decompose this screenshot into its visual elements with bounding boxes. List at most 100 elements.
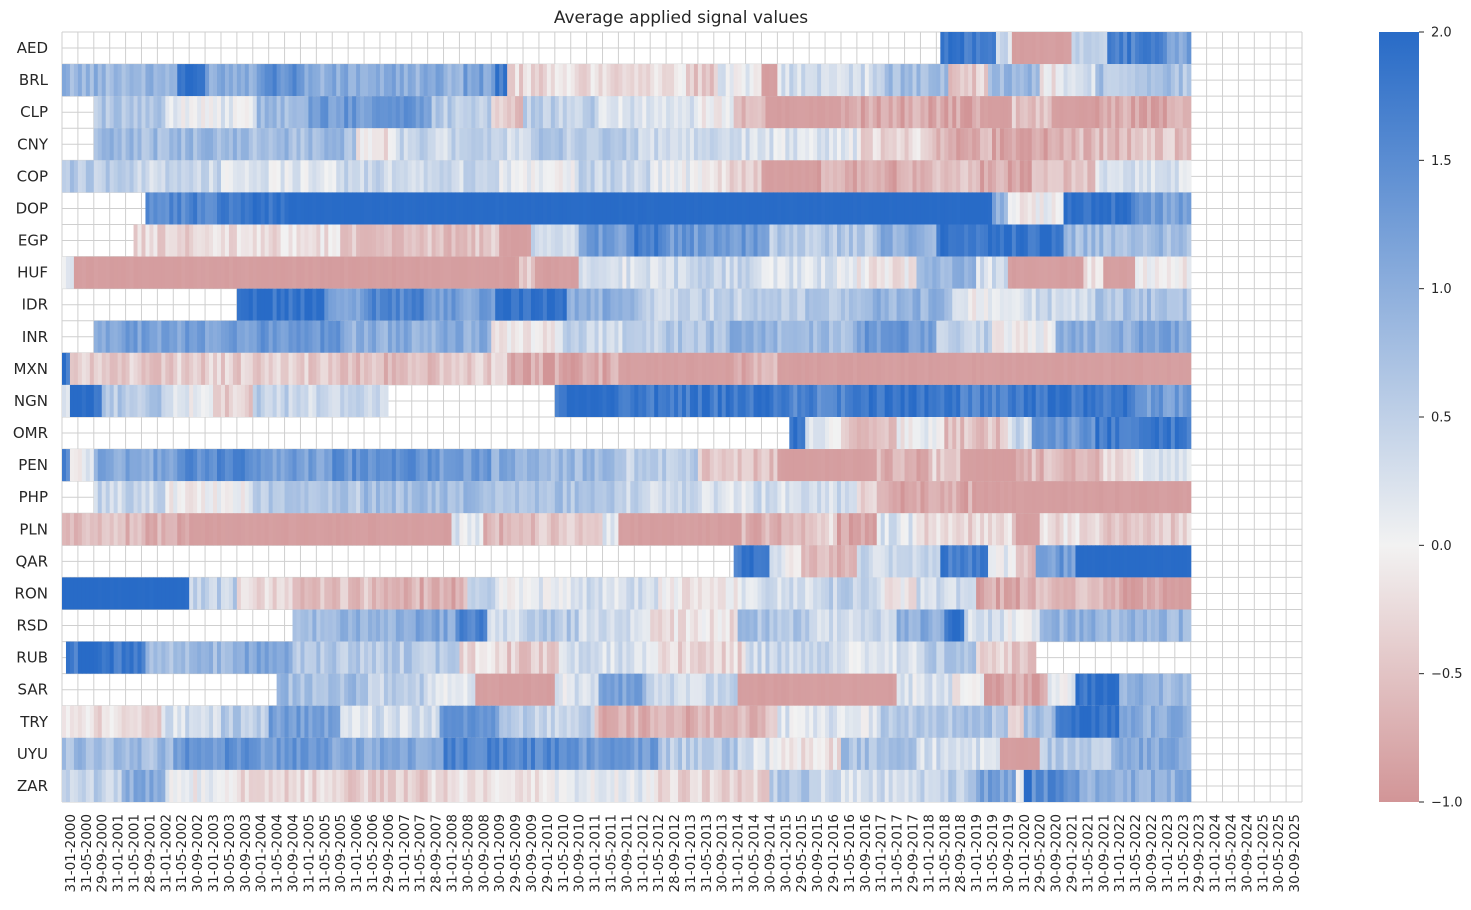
- heatmap-cell-clp: [1003, 96, 1009, 129]
- heatmap-cell-ron: [534, 577, 540, 610]
- heatmap-cell-pln: [360, 513, 365, 546]
- heatmap-cell-qar: [1127, 545, 1132, 578]
- heatmap-cell-ron: [149, 577, 155, 610]
- heatmap-cell-pen: [105, 449, 111, 482]
- heatmap-cell-brl: [340, 64, 345, 97]
- heatmap-cell-inr: [678, 320, 683, 353]
- heatmap-cell-clp: [292, 96, 298, 129]
- heatmap-cell-pln: [825, 513, 830, 546]
- heatmap-cell-ngn: [244, 384, 250, 417]
- heatmap-cell-inr: [165, 320, 170, 353]
- heatmap-cell-rsd: [904, 609, 910, 642]
- heatmap-cell-ron: [976, 577, 981, 610]
- heatmap-cell-egp: [1099, 224, 1104, 257]
- heatmap-cell-php: [268, 481, 274, 514]
- heatmap-cell-huf: [809, 256, 814, 289]
- heatmap-cell-pen: [749, 449, 755, 482]
- heatmap-cell-rsd: [491, 609, 496, 642]
- heatmap-cell-ron: [1147, 577, 1152, 610]
- heatmap-cell-brl: [1115, 64, 1120, 97]
- heatmap-cell-ngn: [757, 384, 763, 417]
- heatmap-cell-sar: [304, 673, 310, 706]
- heatmap-cell-mxn: [77, 352, 83, 385]
- heatmap-cell-php: [701, 481, 707, 514]
- heatmap-cell-cny: [682, 128, 687, 161]
- heatmap-cell-pen: [948, 449, 953, 482]
- heatmap-cell-ron: [1003, 577, 1009, 610]
- heatmap-cell-huf: [1174, 256, 1180, 289]
- heatmap-cell-rsd: [1047, 609, 1053, 642]
- heatmap-cell-omr: [920, 417, 926, 450]
- heatmap-cell-brl: [614, 64, 620, 97]
- heatmap-cell-brl: [459, 64, 465, 97]
- heatmap-cell-omr: [1107, 417, 1112, 450]
- heatmap-cell-qar: [1099, 545, 1104, 578]
- heatmap-cell-ron: [546, 577, 552, 610]
- heatmap-cell-ngn: [149, 384, 155, 417]
- heatmap-cell-ron: [1047, 577, 1053, 610]
- heatmap-cell-rub: [757, 641, 763, 674]
- heatmap-cell-aed: [1103, 32, 1108, 65]
- heatmap-cell-rsd: [848, 609, 854, 642]
- heatmap-cell-cop: [837, 160, 842, 193]
- heatmap-cell-cop: [487, 160, 492, 193]
- heatmap-cell-huf: [777, 256, 782, 289]
- heatmap-cell-php: [455, 481, 461, 514]
- heatmap-cell-ron: [574, 577, 580, 610]
- heatmap-cell-pln: [976, 513, 981, 546]
- heatmap-cell-brl: [1182, 64, 1188, 97]
- heatmap-cell-cop: [121, 160, 127, 193]
- heatmap-cell-huf: [97, 256, 103, 289]
- heatmap-cell-egp: [717, 224, 723, 257]
- heatmap-cell-huf: [491, 256, 496, 289]
- heatmap-cell-rub: [217, 641, 222, 674]
- heatmap-cell-inr: [880, 320, 886, 353]
- heatmap-cell-cny: [475, 128, 480, 161]
- heatmap-cell-pen: [161, 449, 166, 482]
- heatmap-cell-pln: [582, 513, 588, 546]
- heatmap-cell-qar: [1091, 545, 1096, 578]
- heatmap-cell-huf: [833, 256, 838, 289]
- heatmap-cell-inr: [483, 320, 488, 353]
- heatmap-cell-inr: [1075, 320, 1081, 353]
- heatmap-cell-idr: [777, 288, 782, 321]
- heatmap-cell-dop: [1027, 192, 1033, 225]
- heatmap-cell-php: [523, 481, 528, 514]
- heatmap-cell-inr: [236, 320, 242, 353]
- heatmap-cell-cny: [113, 128, 119, 161]
- heatmap-cell-clp: [570, 96, 576, 129]
- heatmap-cell-ron: [145, 577, 151, 610]
- heatmap-cell-rsd: [1031, 609, 1037, 642]
- heatmap-cell-clp: [411, 96, 417, 129]
- heatmap-cell-cop: [574, 160, 580, 193]
- heatmap-cell-brl: [1143, 64, 1148, 97]
- heatmap-cell-idr: [260, 288, 266, 321]
- heatmap-cell-mxn: [360, 352, 365, 385]
- heatmap-cell-clp: [375, 96, 381, 129]
- heatmap-cell-inr: [372, 320, 377, 353]
- heatmap-cell-dop: [554, 192, 560, 225]
- heatmap-cell-ron: [825, 577, 830, 610]
- heatmap-cell-cny: [451, 128, 457, 161]
- heatmap-cell-brl: [940, 64, 945, 97]
- heatmap-cell-clp: [352, 96, 357, 129]
- heatmap-cell-pln: [550, 513, 556, 546]
- heatmap-cell-cny: [93, 128, 99, 161]
- heatmap-cell-clp: [503, 96, 508, 129]
- heatmap-cell-ron: [336, 577, 341, 610]
- heatmap-cell-php: [992, 481, 997, 514]
- heatmap-cell-egp: [1150, 224, 1156, 257]
- heatmap-cell-ron: [205, 577, 210, 610]
- heatmap-cell-clp: [745, 96, 751, 129]
- heatmap-cell-rub: [189, 641, 194, 674]
- heatmap-cell-idr: [530, 288, 536, 321]
- heatmap-cell-ngn: [1027, 384, 1033, 417]
- heatmap-cell-huf: [189, 256, 194, 289]
- heatmap-cell-brl: [837, 64, 842, 97]
- heatmap-cell-pen: [1079, 449, 1085, 482]
- heatmap-cell-rub: [749, 641, 755, 674]
- heatmap-cell-rsd: [483, 609, 488, 642]
- heatmap-cell-dop: [260, 192, 266, 225]
- heatmap-cell-ron: [296, 577, 302, 610]
- heatmap-cell-pln: [1103, 513, 1108, 546]
